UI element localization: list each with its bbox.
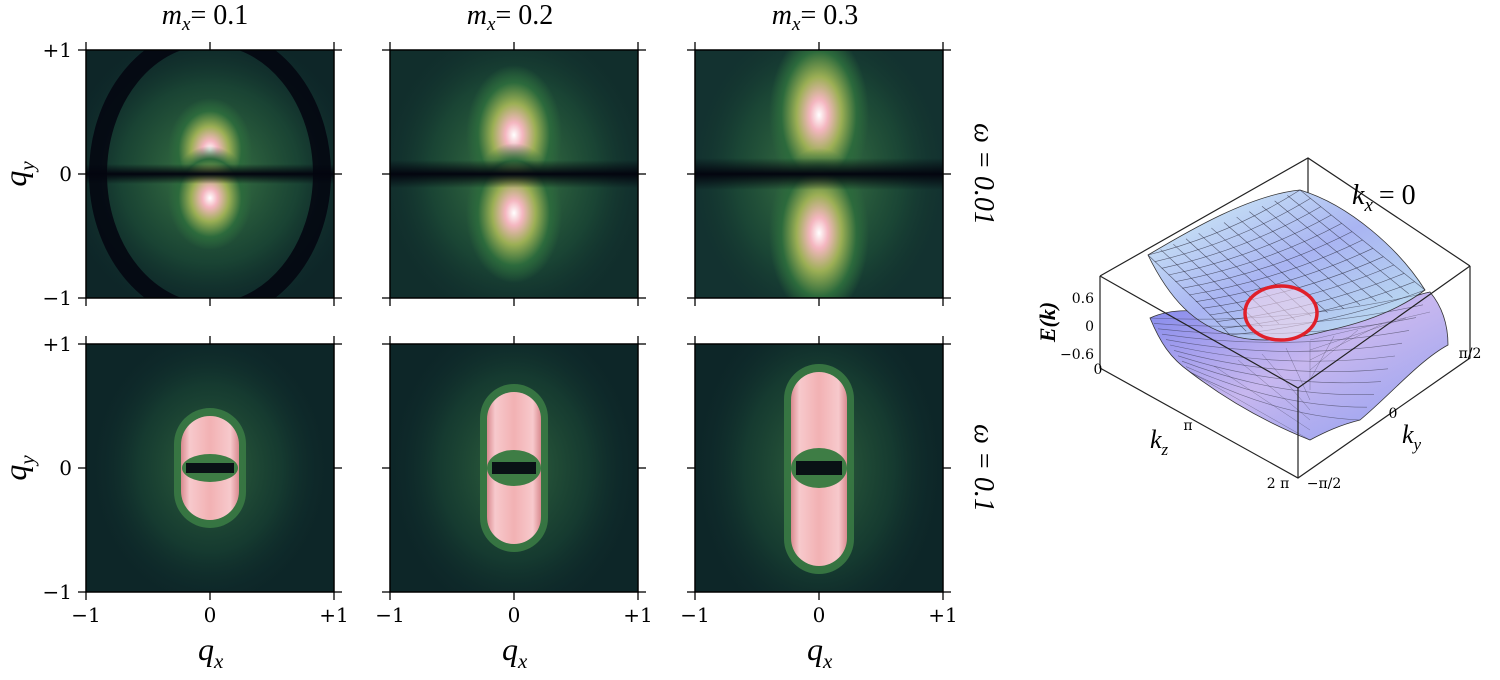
x-tick-label: +1 (928, 603, 957, 627)
mesh-line (1181, 360, 1375, 395)
y-tick-label: 0 (59, 456, 72, 480)
x-axis-label: qx (807, 631, 833, 673)
y-tick-label: +1 (43, 332, 72, 356)
mesh-line (1177, 355, 1382, 384)
ky-axis-label: ky (1402, 420, 1422, 454)
mesh-line (1309, 311, 1431, 341)
z-tick-mid: 0 (1085, 319, 1094, 335)
z-tick-top: 0.6 (1072, 291, 1094, 307)
z-tick-bottom: −0.6 (1060, 347, 1094, 363)
mesh-line (1169, 344, 1396, 362)
mesh-line (1165, 339, 1403, 352)
x-axis-label: qx (502, 631, 528, 673)
y-tick-label: +1 (43, 38, 72, 62)
mesh-line (1309, 335, 1335, 381)
x-tick-label: −1 (375, 603, 404, 627)
mesh-line (1223, 222, 1328, 313)
x-axis-label: qx (198, 631, 224, 673)
z-axis-label: E(k) (1035, 302, 1060, 343)
column-title-3: mx= 0.3 (772, 0, 858, 35)
mesh-line (1249, 211, 1361, 306)
heatmap-panel-5 (390, 344, 638, 592)
x-tick-label: 0 (508, 603, 521, 627)
mesh-line (1285, 347, 1311, 401)
mesh-line (1188, 239, 1363, 296)
x-tick-label: 0 (204, 603, 217, 627)
heatmap-panel-4 (86, 344, 334, 592)
x-tick-label: −1 (71, 603, 100, 627)
y-tick-label: −1 (43, 286, 72, 310)
x-tick-label: −1 (680, 603, 709, 627)
heatmap-panel-2 (390, 50, 638, 298)
mesh-line (1160, 249, 1247, 332)
mesh-line (1173, 350, 1389, 373)
surface-plot: 0.6 0 −0.6 E(k) 0 π 2 π kz −π/2 0 π/2 ky… (1035, 157, 1482, 492)
ky-tick-end: π/2 (1459, 346, 1482, 362)
mesh-line (1195, 248, 1374, 302)
mesh-line (1161, 330, 1410, 343)
x-tick-label: 0 (813, 603, 826, 627)
kz-tick-end: 2 π (1267, 476, 1290, 492)
mesh-line (1168, 214, 1332, 276)
mesh-line (1309, 329, 1359, 371)
mesh-line (1261, 353, 1311, 411)
surface-mesh (1147, 189, 1431, 441)
mesh-line (1147, 189, 1301, 256)
mesh-line (1147, 254, 1231, 336)
row-label-1: ω = 0.01 (968, 123, 999, 225)
mesh-line (1274, 200, 1393, 298)
mesh-line (1161, 206, 1321, 269)
nodal-ring (1243, 284, 1319, 342)
column-title-1: mx= 0.1 (162, 0, 248, 35)
mesh-line (1154, 198, 1311, 262)
x-tick-label: +1 (623, 603, 652, 627)
x-tick-label: +1 (319, 603, 348, 627)
mesh-line (1189, 371, 1361, 421)
y-tick-label: 0 (59, 162, 72, 186)
y-tick-label: −1 (43, 580, 72, 604)
mesh-line (1287, 195, 1409, 294)
mesh-line (1309, 323, 1383, 361)
mesh-line (1299, 189, 1426, 291)
mesh-line (1261, 206, 1377, 302)
kz-axis-label: kz (1150, 425, 1169, 459)
y-axis-label: qy (0, 455, 39, 481)
heatmap-panel-3 (695, 50, 943, 298)
mesh-line (1185, 366, 1368, 408)
mesh-line (1213, 365, 1311, 431)
heatmap-panel-1 (86, 50, 334, 298)
axes-layer: +1 0 −1 qy +1 0 −1 qy −1 0 +1 qx −1 0 +1 qx −1 0 +1 qx (0, 38, 958, 673)
row-label-2: ω = 0.1 (968, 424, 999, 512)
kz-tick-mid: π (1183, 418, 1192, 434)
ky-tick-start: −π/2 (1307, 476, 1342, 492)
mesh-line (1175, 223, 1342, 282)
column-titles: mx= 0.1 mx= 0.2 mx= 0.3 (162, 0, 858, 35)
y-axis-label: qy (0, 161, 39, 187)
mesh-line (1189, 371, 1311, 441)
surface-title: kx = 0 (1352, 180, 1416, 216)
mesh-line (1182, 231, 1353, 289)
column-title-2: mx= 0.2 (467, 0, 553, 35)
kz-tick-start: 0 (1094, 362, 1103, 378)
ky-tick-mid: 0 (1389, 406, 1398, 422)
mesh-line (1236, 216, 1344, 309)
heatmap-panel-6 (695, 344, 943, 592)
